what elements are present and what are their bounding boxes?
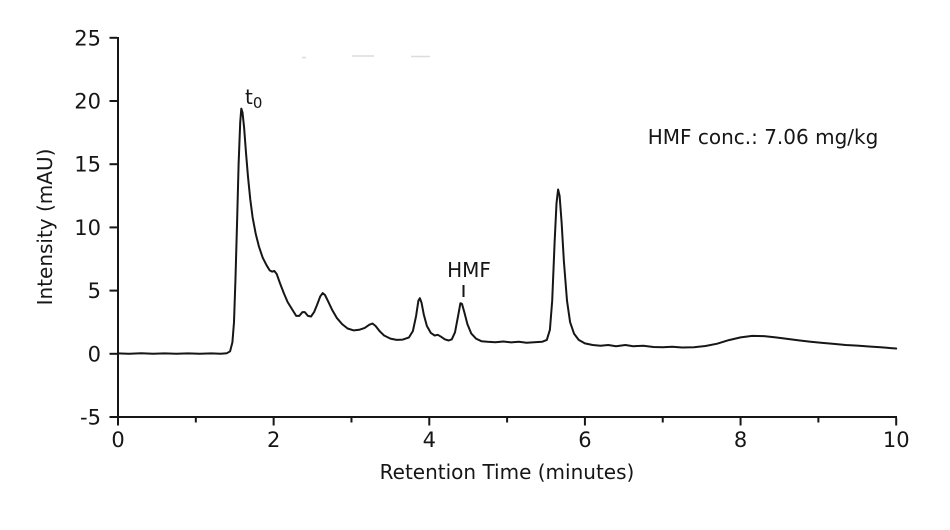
t0-peak-label: t0: [245, 85, 262, 112]
x-tick-label: 2: [267, 428, 280, 452]
scan-artifact-marks: [302, 55, 430, 59]
x-axis-ticks: 0 2 4 6 8 10: [111, 418, 910, 452]
y-axis-title: Intensity (mAU): [33, 149, 57, 306]
x-tick-label: 0: [111, 428, 124, 452]
hmf-peak-label: HMF: [447, 258, 491, 282]
x-tick-label: 8: [734, 428, 747, 452]
x-tick-label: 6: [578, 428, 591, 452]
y-tick-label: 5: [88, 279, 101, 303]
chromatogram-trace: [117, 107, 898, 355]
x-tick-label: 4: [423, 428, 436, 452]
hmf-concentration-annotation: HMF conc.: 7.06 mg/kg: [648, 125, 879, 149]
x-axis-title: Retention Time (minutes): [380, 460, 635, 484]
y-tick-label: 25: [74, 26, 101, 50]
y-tick-label: 0: [88, 342, 101, 366]
t0-peak-label-main: t: [245, 85, 253, 109]
y-tick-label: 15: [74, 153, 101, 177]
t0-peak-label-subscript: 0: [253, 94, 263, 112]
y-tick-label: 20: [74, 90, 101, 114]
y-tick-label: -5: [80, 406, 101, 430]
y-axis-ticks: -5 0 5 10 15 20 25: [74, 26, 117, 430]
y-tick-label: 10: [74, 216, 101, 240]
x-tick-label: 10: [883, 428, 910, 452]
